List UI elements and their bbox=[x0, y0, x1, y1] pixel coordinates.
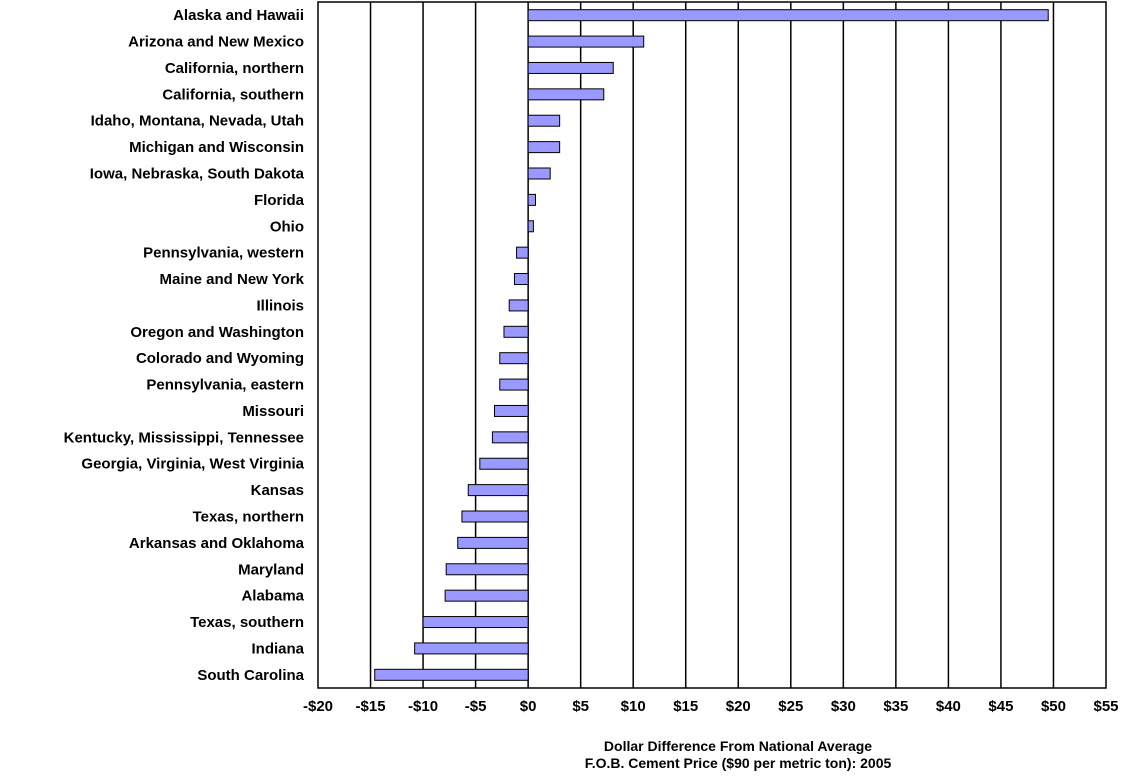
bar bbox=[467, 484, 529, 497]
bar bbox=[513, 273, 529, 286]
bar bbox=[457, 536, 529, 549]
bar bbox=[527, 114, 561, 127]
x-tick-labels: -$20 -$15 -$10 -$5 $0 $5 $10 $15 $20 $25 $30 $35 $40… bbox=[303, 698, 1119, 715]
category-label: Alabama bbox=[241, 588, 304, 605]
bar bbox=[494, 404, 529, 417]
bar bbox=[503, 325, 529, 338]
category-label: Maine and New York bbox=[160, 271, 305, 288]
x-tick-label: $5 bbox=[572, 698, 589, 715]
bar bbox=[491, 431, 529, 444]
category-label: Texas, southern bbox=[190, 614, 304, 631]
category-label: Iowa, Nebraska, South Dakota bbox=[90, 166, 305, 183]
category-label: Pennsylvania, eastern bbox=[146, 377, 304, 394]
bar bbox=[422, 616, 529, 629]
category-labels: Alaska and Hawaii Arizona and New Mexico C… bbox=[64, 7, 305, 684]
bar bbox=[527, 9, 1049, 22]
x-tick-label: $10 bbox=[621, 698, 646, 715]
bar bbox=[527, 220, 534, 233]
category-label: Texas, northern bbox=[193, 509, 304, 526]
bar bbox=[527, 61, 614, 74]
bar bbox=[527, 35, 645, 48]
bar bbox=[508, 299, 529, 312]
x-tick-label: $40 bbox=[936, 698, 961, 715]
x-tick-label: $25 bbox=[778, 698, 803, 715]
category-label: Maryland bbox=[238, 561, 304, 578]
bar bbox=[499, 352, 529, 365]
category-label: Idaho, Montana, Nevada, Utah bbox=[91, 113, 304, 130]
category-label: Georgia, Virginia, West Virginia bbox=[81, 456, 304, 473]
category-label: Kansas bbox=[251, 482, 304, 499]
x-tick-label: $30 bbox=[831, 698, 856, 715]
x-tick-label: -$20 bbox=[303, 698, 333, 715]
x-tick-label: $0 bbox=[520, 698, 537, 715]
bar bbox=[479, 457, 529, 470]
bar bbox=[374, 668, 529, 681]
category-label: Michigan and Wisconsin bbox=[129, 139, 304, 156]
category-label: California, northern bbox=[165, 60, 304, 77]
bar bbox=[445, 563, 529, 576]
category-label: Colorado and Wyoming bbox=[136, 350, 304, 367]
bar bbox=[414, 642, 529, 655]
category-label: Kentucky, Mississippi, Tennessee bbox=[64, 429, 304, 446]
category-label: Oregon and Washington bbox=[130, 324, 304, 341]
bar bbox=[461, 510, 529, 523]
x-tick-label: -$15 bbox=[356, 698, 386, 715]
x-tick-label: -$5 bbox=[465, 698, 487, 715]
category-label: Florida bbox=[254, 192, 305, 209]
x-tick-label: $35 bbox=[883, 698, 908, 715]
x-axis-title-line1: Dollar Difference From National Average bbox=[604, 738, 872, 754]
category-label: Indiana bbox=[251, 640, 304, 657]
gridlines bbox=[369, 2, 1055, 688]
category-label: Ohio bbox=[270, 218, 304, 235]
category-label: Arizona and New Mexico bbox=[128, 34, 304, 51]
category-label: Arkansas and Oklahoma bbox=[129, 535, 305, 552]
bar bbox=[527, 167, 551, 180]
bars bbox=[374, 9, 1049, 681]
x-tick-label: $55 bbox=[1093, 698, 1118, 715]
x-tick-label: $15 bbox=[673, 698, 698, 715]
bar bbox=[516, 246, 529, 259]
bar bbox=[527, 141, 561, 154]
x-tick-label: -$10 bbox=[408, 698, 438, 715]
bar bbox=[499, 378, 529, 391]
bar bbox=[527, 88, 605, 101]
plot-area-frame bbox=[317, 1, 1107, 689]
category-label: Illinois bbox=[256, 297, 304, 314]
bar bbox=[527, 193, 536, 206]
x-axis-title-line2: F.O.B. Cement Price ($90 per metric ton)… bbox=[585, 755, 892, 771]
x-tick-label: $20 bbox=[726, 698, 751, 715]
category-label: Pennsylvania, western bbox=[143, 245, 304, 262]
bar bbox=[444, 589, 529, 602]
x-tick-label: $45 bbox=[988, 698, 1013, 715]
category-label: California, southern bbox=[162, 86, 304, 103]
category-label: Alaska and Hawaii bbox=[173, 7, 304, 24]
x-tick-label: $50 bbox=[1041, 698, 1066, 715]
category-label: Missouri bbox=[242, 403, 304, 420]
category-label: South Carolina bbox=[197, 667, 304, 684]
